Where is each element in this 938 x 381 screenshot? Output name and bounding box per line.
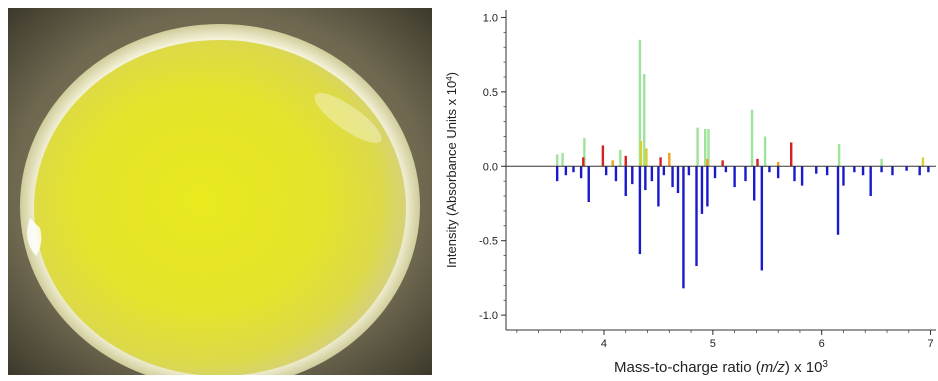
spectrum-bar-blue	[662, 166, 666, 176]
spectrum-bar-blue	[644, 166, 647, 191]
spectrum-bar-blue	[760, 166, 764, 271]
spectrum-bar-green	[750, 109, 754, 167]
spectrum-bar-blue	[657, 166, 660, 207]
spectrum-bar-blue	[753, 166, 756, 201]
spectrum-bar-blue	[768, 166, 771, 173]
spectrum-bar-blue	[861, 166, 865, 176]
spectrum-bar-green	[638, 39, 642, 167]
spectrum-bar-blue	[614, 166, 618, 182]
spectrum-bar-blue	[927, 166, 930, 173]
spectrum-bar-green	[707, 129, 710, 167]
spectrum-bar-blue	[706, 166, 709, 207]
spectrum-bar-blue	[825, 166, 829, 176]
spectrum-bar-blue	[676, 166, 680, 194]
spectrum-bar-blue	[579, 166, 583, 179]
spectrum-bar-yellow	[645, 148, 648, 167]
spectrum-bar-blue	[604, 166, 608, 176]
y-axis-label: Intensity (Absorbance Units x 104)	[444, 72, 459, 268]
spectrum-bar-blue	[695, 166, 698, 266]
spectrum-bar-red	[624, 155, 627, 167]
spectrum-bar-green	[643, 74, 646, 167]
spectrum-bar-blue	[638, 166, 642, 255]
spectrum-bar-red	[601, 145, 605, 167]
spectrum-bar-orange	[706, 158, 709, 167]
spectrum-bar-blue	[905, 166, 908, 171]
spectrum-bar-green	[583, 138, 586, 167]
spectrum-bar-orange	[611, 160, 614, 167]
x-tick-label: 4	[601, 338, 607, 350]
y-tick-label: -0.5	[479, 236, 498, 248]
colony-photo	[8, 8, 432, 375]
spectrum-bar-blue	[624, 166, 627, 197]
spectrum-bar-orange	[776, 161, 780, 167]
spectrum-bar-blue	[815, 166, 818, 174]
colony-photo-image	[8, 8, 432, 375]
spectrum-bar-blue	[682, 166, 685, 289]
spectrum-bar-blue	[564, 166, 568, 176]
spectrum-bar-green	[880, 158, 883, 167]
spectrum-bar-blue	[713, 166, 717, 179]
spectrum-bar-blue	[842, 166, 845, 186]
spectrum-bar-red	[721, 160, 724, 167]
spectrum-bar-blue	[572, 166, 575, 173]
spectrum-bar-blue	[869, 166, 872, 197]
spectrum-bar-blue	[776, 166, 780, 179]
x-axis-label: Mass-to-charge ratio (m/z) x 103	[614, 359, 828, 377]
spectrum-bar-blue	[687, 166, 691, 176]
spectrum-bar-yellow	[921, 157, 925, 167]
y-tick-label: 1.0	[483, 12, 498, 24]
x-tick-label: 6	[819, 338, 825, 350]
spectrum-bar-blue	[555, 166, 559, 182]
spectrum-bar-blue	[587, 166, 590, 202]
spectrum-bar-blue	[891, 166, 894, 176]
spectrum-bar-red	[756, 158, 759, 167]
spectrum-bar-blue	[918, 166, 921, 176]
spectrum-bar-green	[763, 136, 767, 167]
spectrum-bar-blue	[650, 166, 654, 182]
spectrum-bar-orange	[668, 152, 671, 167]
spectrum-bar-yellow	[639, 140, 643, 167]
mass-spectrum-chart: 1.0 0.5 0.0 -0.5 -1.0 4 5 6 7 Intensity (Absorba…	[440, 0, 938, 381]
y-tick-label: -1.0	[479, 310, 498, 322]
spectrum-bar-red	[582, 157, 585, 167]
y-tick-label: 0.0	[483, 161, 498, 173]
spectrum-bar-green	[561, 152, 564, 167]
spectrum-bar-red	[790, 142, 793, 167]
spectrum-bar-blue	[853, 166, 856, 173]
spectrum-bar-blue	[800, 166, 804, 186]
chart-svg: 1.0 0.5 0.0 -0.5 -1.0 4 5 6 7 Intensity (Absorba…	[444, 10, 936, 377]
spectrum-bar-blue	[733, 166, 736, 188]
axes-layer: 1.0 0.5 0.0 -0.5 -1.0 4 5 6 7	[479, 10, 936, 350]
spectrum-bar-blue	[631, 166, 634, 185]
spectrum-bar-blue	[880, 166, 883, 173]
spectrum-bar-green	[704, 129, 707, 167]
spectrum-bar-blue	[793, 166, 796, 182]
spectrum-bar-green	[696, 127, 699, 167]
spectrum-bar-green	[555, 154, 559, 167]
spectrum-bar-red	[659, 157, 662, 167]
x-tick-label: 5	[710, 338, 716, 350]
spectrum-bar-blue	[836, 166, 840, 235]
spectrum-bar-green	[837, 143, 841, 167]
y-tick-label: 0.5	[483, 87, 498, 99]
bars-layer	[555, 39, 930, 289]
spectrum-bar-blue	[671, 166, 674, 188]
spectrum-bar-green	[619, 149, 622, 167]
spectrum-bar-blue	[724, 166, 728, 173]
spectrum-bar-blue	[700, 166, 704, 214]
spectrum-bar-blue	[744, 166, 747, 182]
x-tick-label: 7	[927, 338, 933, 350]
